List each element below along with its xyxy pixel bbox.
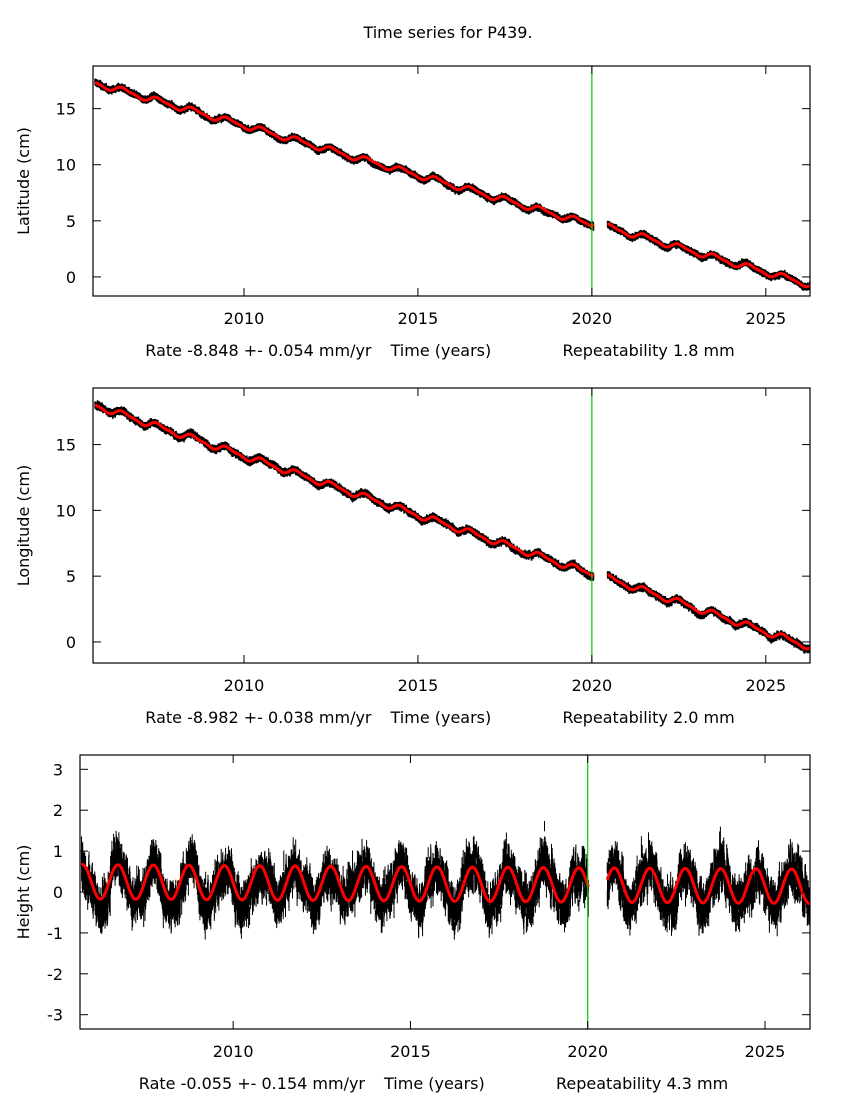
x-axis-label: Time (years)	[390, 341, 492, 360]
rate-label: Rate -8.982 +- 0.038 mm/yr	[145, 708, 372, 727]
x-tick-label: 2025	[745, 676, 786, 695]
model-fit-east-segment-2	[607, 573, 810, 651]
rate-label: Rate -0.055 +- 0.154 mm/yr	[139, 1074, 366, 1093]
x-tick-label: 2010	[224, 676, 265, 695]
plot-frame	[92, 387, 811, 664]
repeatability-label: Repeatability 2.0 mm	[563, 708, 735, 727]
y-tick-label: 10	[56, 501, 76, 520]
model-fit-north-segment-2	[607, 222, 810, 289]
y-tick-label: -1	[47, 924, 63, 943]
y-tick-label: 0	[66, 633, 76, 652]
y-tick-label: 0	[53, 883, 63, 902]
plot-area	[94, 400, 810, 654]
x-tick-label: 2020	[572, 309, 613, 328]
x-axis-label: Time (years)	[383, 1074, 485, 1093]
y-tick-label: -3	[47, 1006, 63, 1025]
model-fit-east-segment-1	[94, 403, 595, 579]
x-tick-label: 2015	[398, 676, 439, 695]
x-axis-label: Time (years)	[390, 708, 492, 727]
panel-up: 2010 2015 2020 2025 -3 -2 -1 0 1 2 3 Height (cm) Rat…	[14, 754, 811, 1093]
y-axis-label: Height (cm)	[14, 845, 33, 940]
y-tick-label: 5	[66, 212, 76, 231]
x-tick-label: 2015	[398, 309, 439, 328]
y-tick-label: 3	[53, 760, 63, 779]
x-tick-label: 2010	[213, 1042, 254, 1061]
x-tick-label: 2025	[745, 309, 786, 328]
model-fit-up-segment-1	[80, 863, 590, 904]
y-tick-label: 10	[56, 156, 76, 175]
y-tick-label: 15	[56, 100, 76, 119]
plot-area	[94, 78, 810, 291]
data-points-north	[94, 78, 810, 291]
y-axis-label: Longitude (cm)	[14, 465, 33, 587]
y-tick-label: 2	[53, 801, 63, 820]
plot-frame	[92, 65, 811, 297]
repeatability-label: Repeatability 4.3 mm	[556, 1074, 728, 1093]
x-tick-label: 2015	[390, 1042, 431, 1061]
model-fit-north-segment-1	[94, 81, 595, 230]
y-axis-label: Latitude (cm)	[14, 127, 33, 235]
y-tick-label: 1	[53, 842, 63, 861]
plot-area	[80, 821, 810, 940]
x-tick-label: 2010	[224, 309, 265, 328]
panel-north: 2010 2015 2020 2025 0 5 10 15 Latitude (cm) Rate …	[14, 65, 811, 360]
rate-label: Rate -8.848 +- 0.054 mm/yr	[145, 341, 372, 360]
x-tick-label: 2020	[572, 676, 613, 695]
y-tick-label: -2	[47, 965, 63, 984]
model-fit-up-segment-2	[605, 866, 810, 906]
x-tick-label: 2020	[567, 1042, 608, 1061]
x-tick-label: 2025	[745, 1042, 786, 1061]
figure-title: Time series for P439.	[362, 23, 532, 42]
y-tick-label: 0	[66, 268, 76, 287]
y-tick-label: 15	[56, 436, 76, 455]
panel-east: 2010 2015 2020 2025 0 5 10 15 Longitude (cm) Rate…	[14, 387, 811, 727]
repeatability-label: Repeatability 1.8 mm	[563, 341, 735, 360]
y-tick-label: 5	[66, 567, 76, 586]
